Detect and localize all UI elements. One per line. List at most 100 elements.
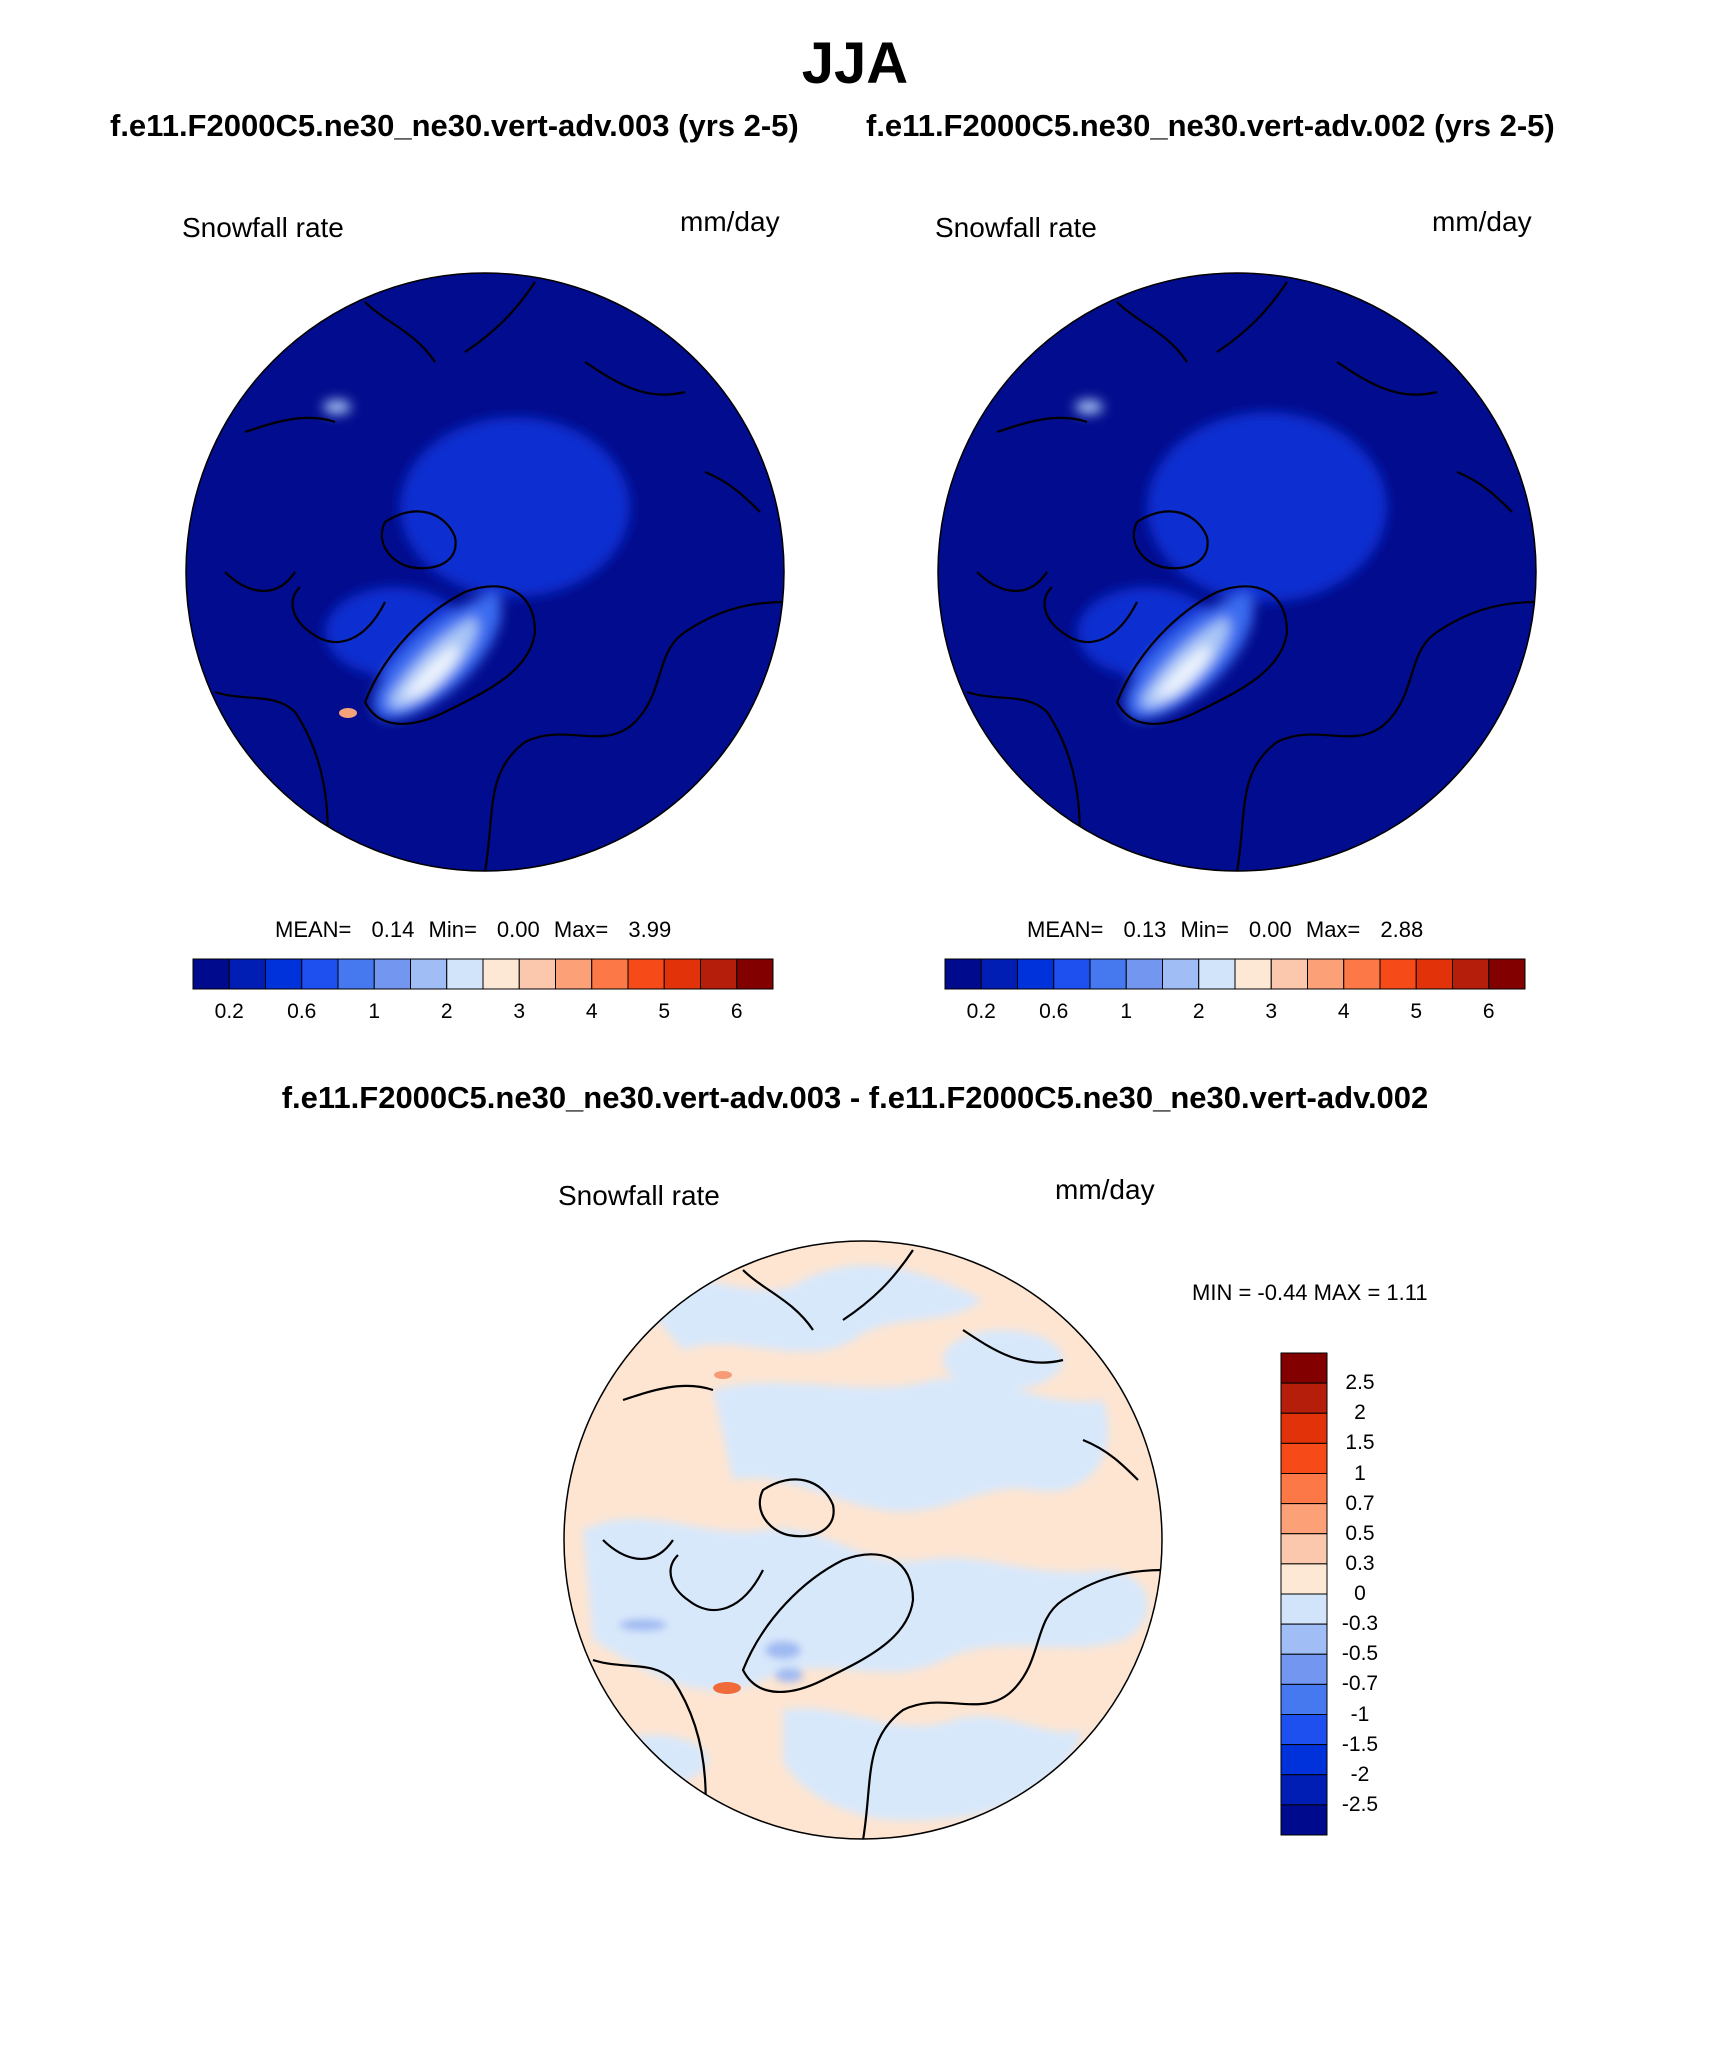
colorbar-box (1270, 958, 1308, 990)
colorbar-box (1280, 1804, 1328, 1836)
colorbar-box (555, 958, 593, 990)
colorbar-tick-label: 4 (1337, 1000, 1350, 1023)
case-a-title: f.e11.F2000C5.ne30_ne30.vert-adv.003 (yr… (110, 108, 799, 143)
colorbar-box (1053, 958, 1091, 990)
colorbar-box (1415, 958, 1453, 990)
colorbar-tick-label: 5 (658, 1000, 671, 1023)
colorbar-tick-label: -0.7 (1341, 1672, 1379, 1696)
colorbar-tick-label: 6 (730, 1000, 743, 1023)
max-value: 2.88 (1380, 917, 1424, 942)
colorbar-tick-label: 0.7 (1345, 1491, 1375, 1515)
colorbar-box (663, 958, 701, 990)
panel-1-stats: MEAN= 0.14 Min= 0.00 Max= 3.99 (275, 917, 671, 943)
colorbar-box (1017, 958, 1055, 990)
min-label: Min= (1180, 917, 1229, 942)
diff-title: f.e11.F2000C5.ne30_ne30.vert-adv.003 - f… (281, 1080, 1429, 1115)
panel-1-coastlines (214, 281, 784, 871)
colorbar-box (1307, 958, 1345, 990)
diff-colorbar (1280, 1352, 1328, 1836)
colorbar-box (1280, 1473, 1328, 1505)
colorbar-box (591, 958, 629, 990)
colorbar-tick-label: -0.5 (1341, 1642, 1379, 1666)
colorbar-tick-label: 1.5 (1345, 1431, 1375, 1455)
diff-coastlines (592, 1249, 1162, 1839)
colorbar-tick-label: 1 (1120, 1000, 1133, 1023)
colorbar-box (1280, 1593, 1328, 1625)
colorbar-box (192, 958, 230, 990)
colorbar-box (1125, 958, 1163, 990)
colorbar-tick-label: 0.5 (1345, 1521, 1375, 1545)
diff-map (563, 1240, 1163, 1840)
colorbar-box (1198, 958, 1236, 990)
colorbar-box (627, 958, 665, 990)
colorbar-tick-label: 0 (1354, 1582, 1366, 1605)
colorbar-tick-label: 2.5 (1345, 1371, 1375, 1395)
colorbar-tick-label: 0.6 (287, 1000, 317, 1023)
colorbar-box (736, 958, 774, 990)
colorbar-box (1280, 1533, 1328, 1565)
colorbar-box (1280, 1683, 1328, 1715)
colorbar-box (410, 958, 448, 990)
colorbar-box (373, 958, 411, 990)
case-b-title: f.e11.F2000C5.ne30_ne30.vert-adv.002 (yr… (866, 108, 1555, 143)
panel-2-variable-label: Snowfall rate (935, 212, 1097, 243)
colorbar-tick-label: 0.3 (1345, 1551, 1375, 1575)
mean-value: 0.14 (371, 917, 415, 942)
panel-1-variable-label: Snowfall rate (182, 212, 344, 243)
colorbar-box (1162, 958, 1200, 990)
mean-label: MEAN= (1027, 917, 1104, 942)
colorbar-tick-label: 2 (440, 1000, 453, 1023)
colorbar-box (1280, 1653, 1328, 1685)
colorbar-box (1089, 958, 1127, 990)
min-label: Min= (428, 917, 477, 942)
panel-2-stats: MEAN= 0.13 Min= 0.00 Max= 2.88 (1027, 917, 1423, 943)
colorbar-box (1343, 958, 1381, 990)
colorbar-tick-label: -1 (1350, 1702, 1370, 1726)
panel-2-units-label: mm/day (1432, 206, 1532, 237)
colorbar-box (482, 958, 520, 990)
mean-value: 0.13 (1123, 917, 1167, 942)
colorbar-tick-label: 1 (368, 1000, 381, 1023)
colorbar-tick-label: 0.2 (214, 1000, 244, 1023)
diff-max-spot (713, 1682, 741, 1694)
colorbar-box (518, 958, 556, 990)
colorbar-box (944, 958, 982, 990)
colorbar-tick-label: 2 (1354, 1401, 1366, 1425)
colorbar-box (980, 958, 1018, 990)
colorbar-box (1234, 958, 1272, 990)
max-label: Max= (1305, 917, 1361, 942)
min-value: 0.00 (496, 917, 540, 942)
panel-1-units-label: mm/day (680, 206, 780, 237)
colorbar-tick-label: 0.6 (1039, 1000, 1069, 1023)
max-value: 3.99 (628, 917, 672, 942)
colorbar-box (1488, 958, 1526, 990)
colorbar-box (700, 958, 738, 990)
panel-1-map (185, 272, 785, 872)
colorbar-box (1280, 1623, 1328, 1655)
colorbar-box (1280, 1442, 1328, 1474)
diff-minmax: MIN = -0.44 MAX = 1.11 (1192, 1280, 1428, 1305)
colorbar-box (265, 958, 303, 990)
panel-2-colorbar (944, 958, 1526, 990)
colorbar-tick-label: 4 (585, 1000, 598, 1023)
colorbar-box (1280, 1744, 1328, 1776)
colorbar-box (1280, 1382, 1328, 1414)
colorbar-box (337, 958, 375, 990)
colorbar-tick-label: 5 (1410, 1000, 1423, 1023)
colorbar-box (1280, 1352, 1328, 1384)
colorbar-box (1280, 1774, 1328, 1806)
figure-title: JJA (801, 31, 909, 96)
colorbar-box (446, 958, 484, 990)
min-value: 0.00 (1248, 917, 1292, 942)
colorbar-tick-label: 2 (1192, 1000, 1205, 1023)
panel-2-coastlines (966, 281, 1536, 871)
colorbar-box (228, 958, 266, 990)
panel-1-max-spot (339, 708, 357, 718)
colorbar-tick-label: 0.2 (966, 1000, 996, 1023)
panel-1-colorbar (192, 958, 774, 990)
diff-variable-label: Snowfall rate (558, 1180, 720, 1211)
diff-units-label: mm/day (1055, 1174, 1155, 1205)
diff-small-spot (714, 1371, 732, 1379)
colorbar-tick-label: 6 (1482, 1000, 1495, 1023)
colorbar-tick-label: -2.5 (1341, 1792, 1379, 1816)
